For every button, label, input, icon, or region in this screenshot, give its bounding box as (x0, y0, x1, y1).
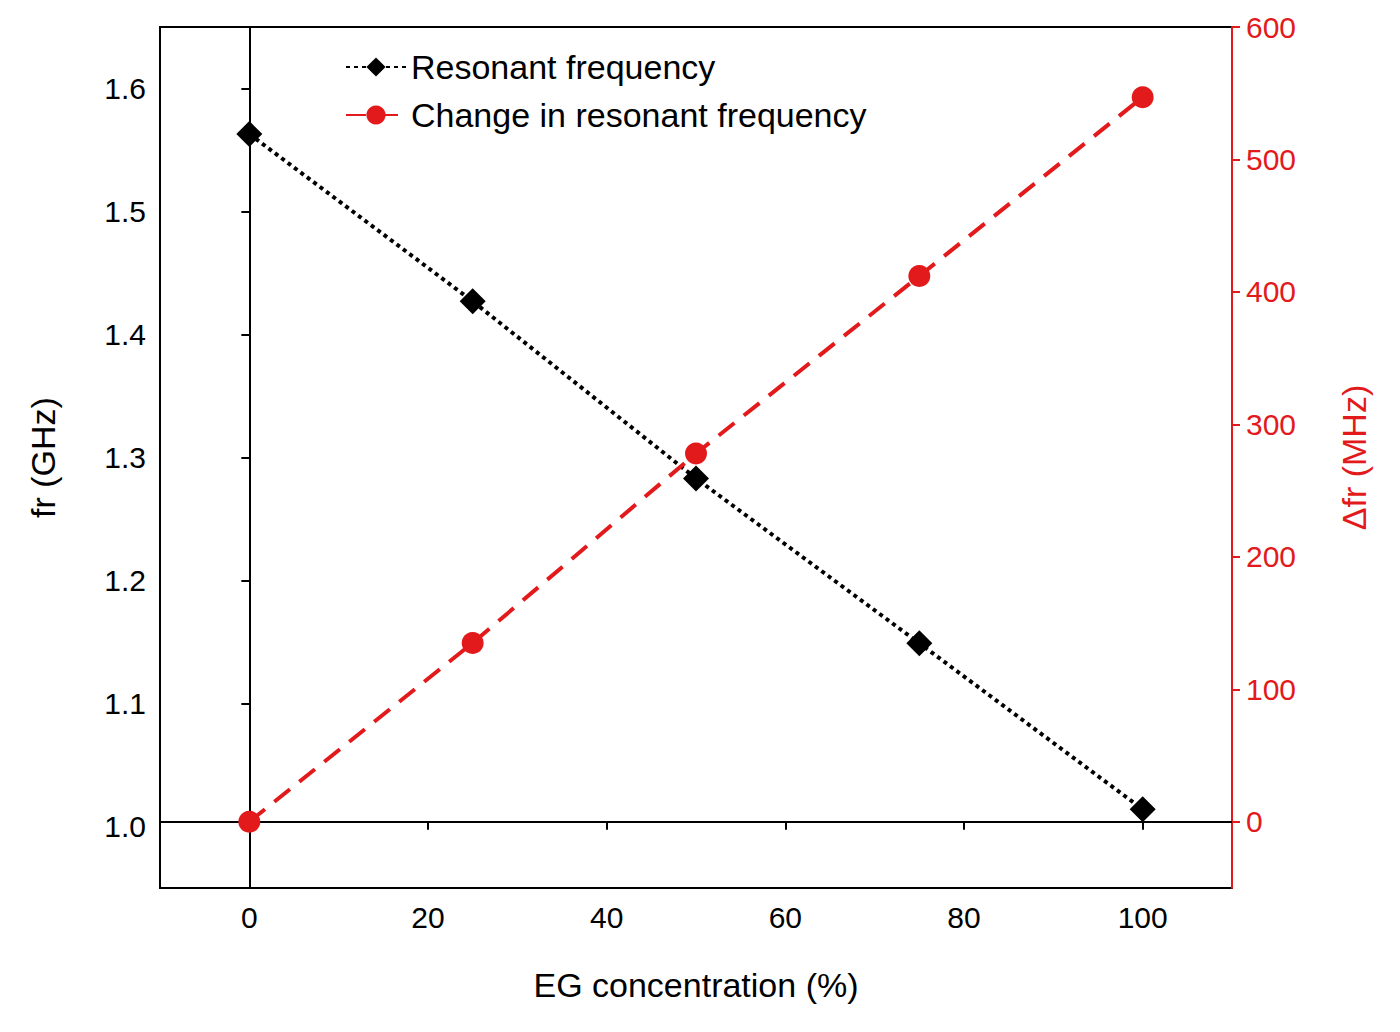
svg-text:300: 300 (1246, 408, 1296, 441)
svg-text:1.0: 1.0 (104, 810, 146, 843)
svg-text:0: 0 (241, 901, 258, 934)
svg-text:80: 80 (947, 901, 980, 934)
svg-text:Change in resonant frequency: Change in resonant frequency (411, 96, 867, 134)
svg-text:1.1: 1.1 (104, 687, 146, 720)
svg-text:1.6: 1.6 (104, 72, 146, 105)
svg-text:100: 100 (1246, 673, 1296, 706)
svg-text:100: 100 (1118, 901, 1168, 934)
svg-text:600: 600 (1246, 11, 1296, 44)
svg-text:0: 0 (1246, 805, 1263, 838)
svg-text:Δfr (MHz): Δfr (MHz) (1335, 385, 1373, 530)
svg-text:200: 200 (1246, 540, 1296, 573)
svg-text:fr (GHz): fr (GHz) (24, 397, 62, 518)
svg-text:1.3: 1.3 (104, 441, 146, 474)
svg-text:1.5: 1.5 (104, 195, 146, 228)
svg-text:400: 400 (1246, 275, 1296, 308)
svg-text:40: 40 (590, 901, 623, 934)
svg-text:20: 20 (411, 901, 444, 934)
svg-text:1.2: 1.2 (104, 564, 146, 597)
svg-text:60: 60 (769, 901, 802, 934)
svg-text:Resonant frequency: Resonant frequency (411, 48, 715, 86)
svg-text:500: 500 (1246, 143, 1296, 176)
svg-text:1.4: 1.4 (104, 318, 146, 351)
svg-text:EG concentration (%): EG concentration (%) (533, 966, 858, 1004)
